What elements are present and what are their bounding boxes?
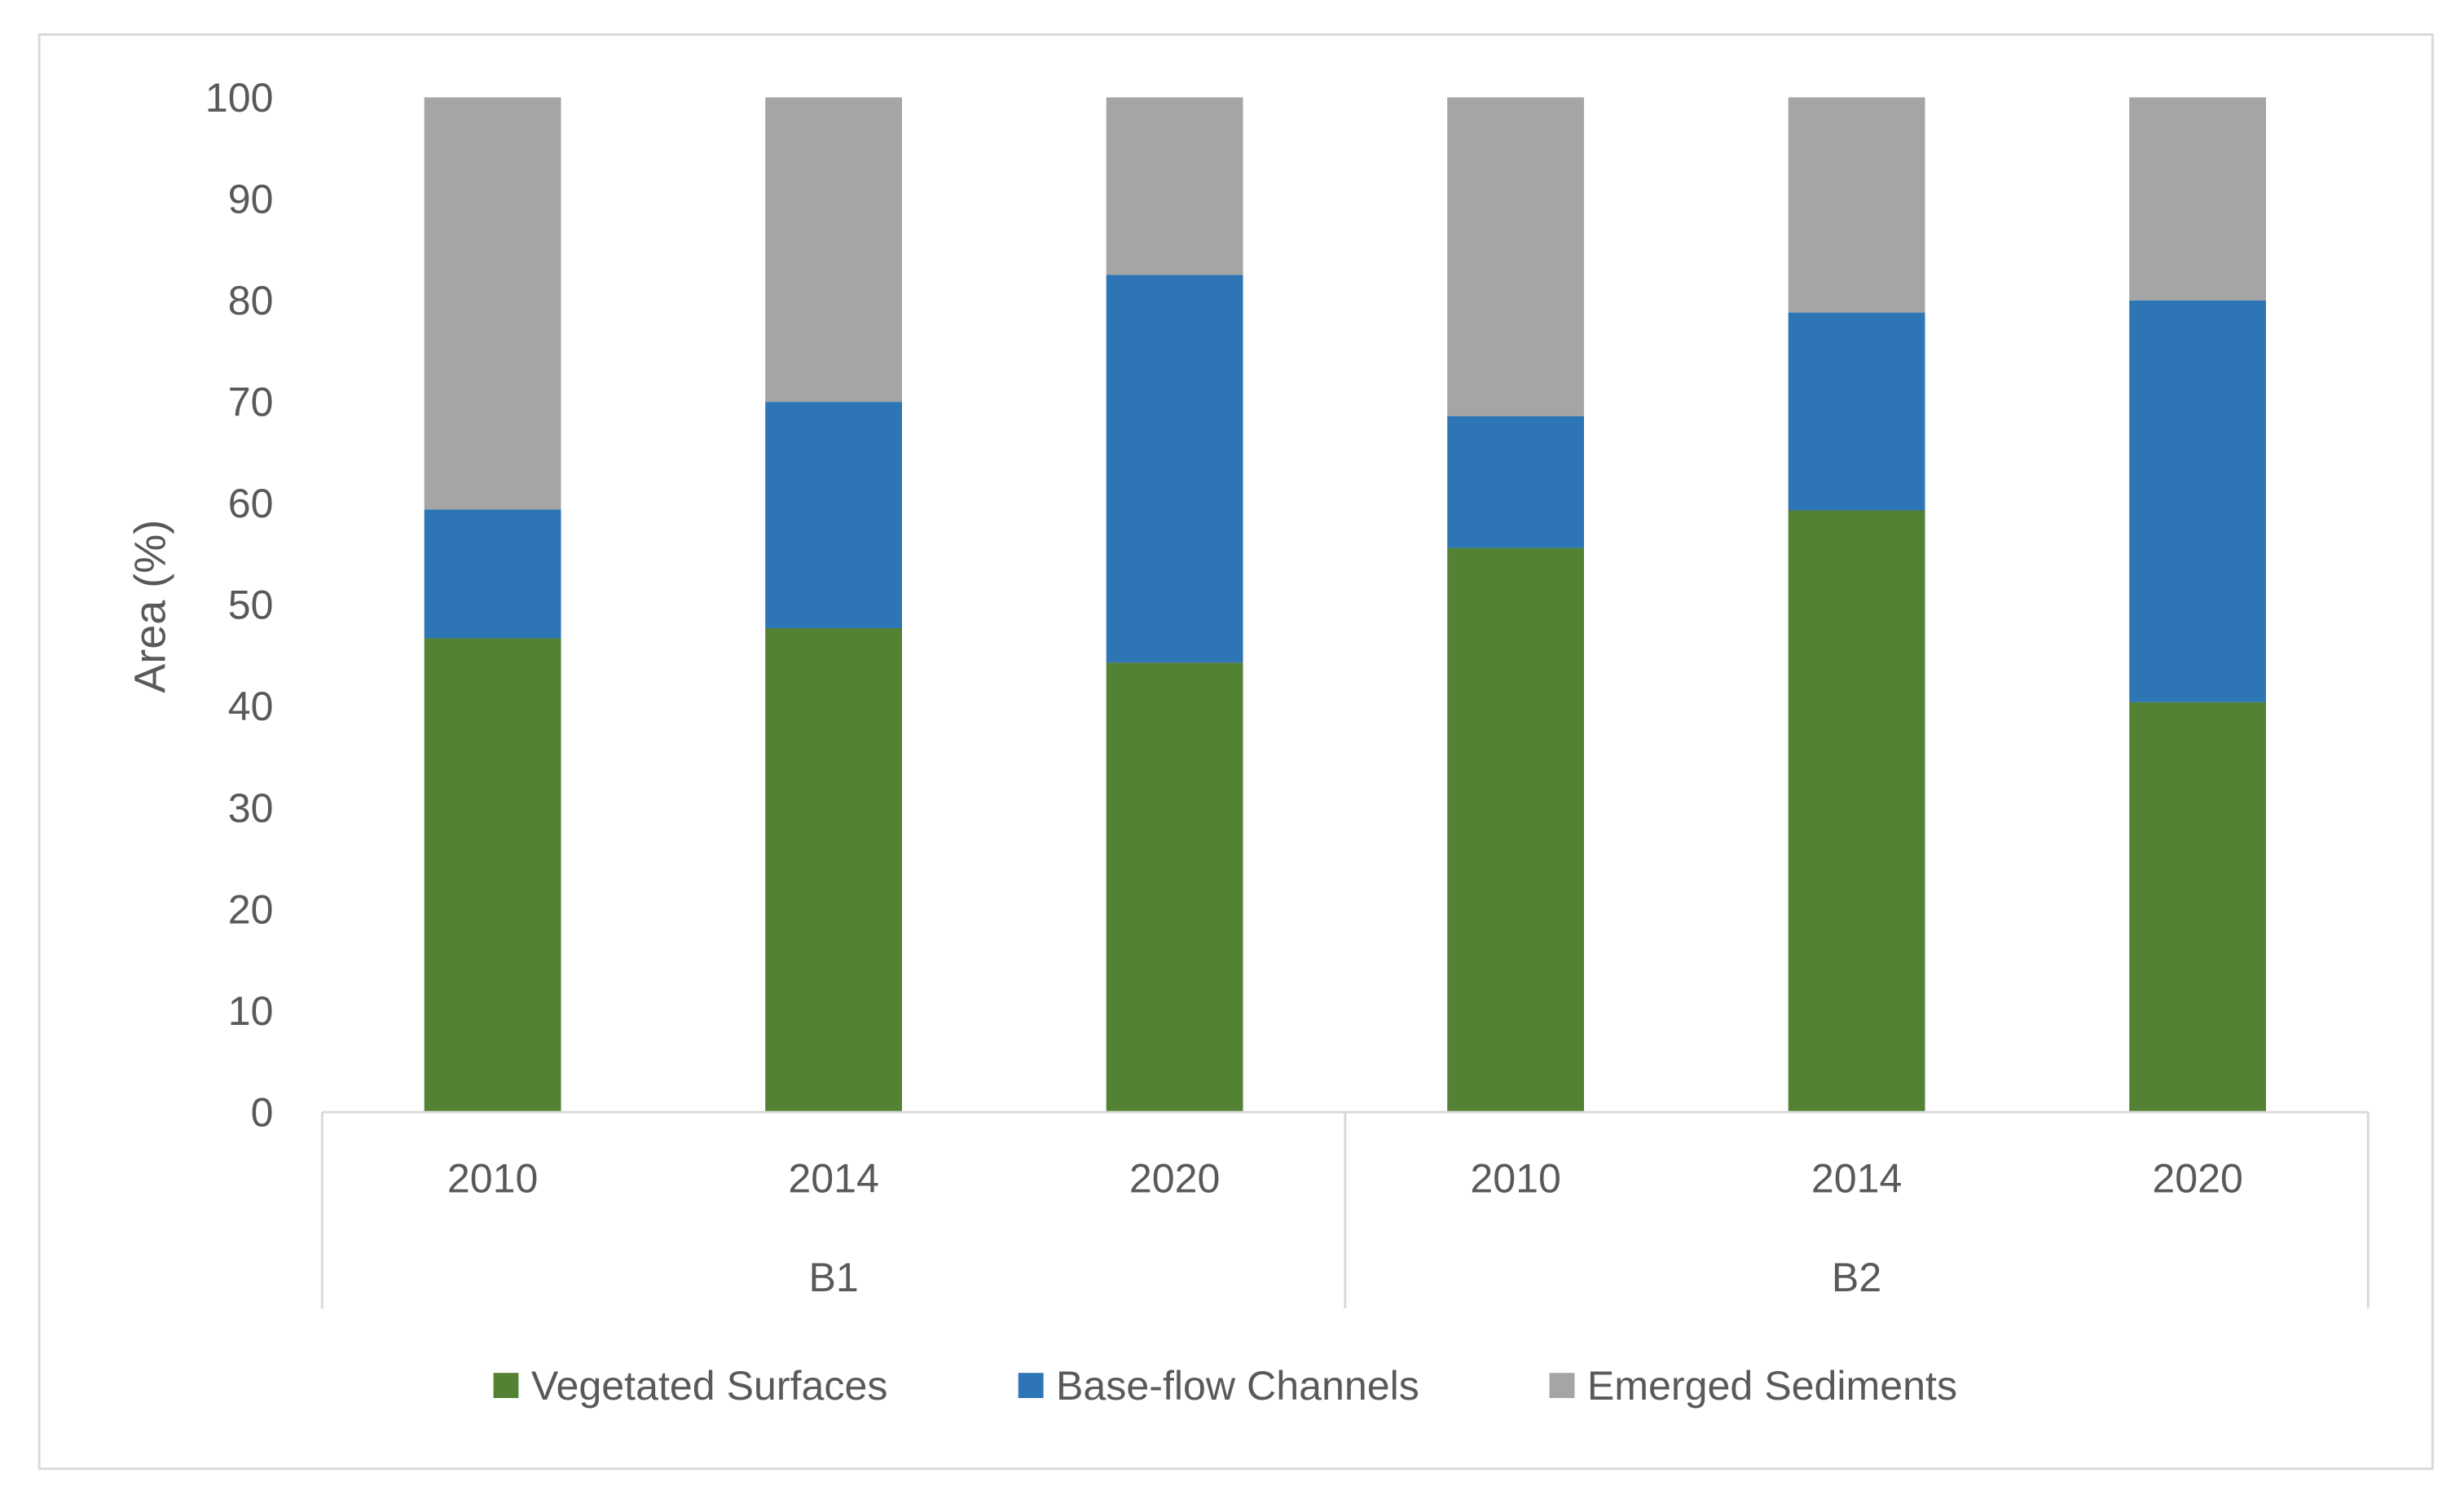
y-tick-label: 80	[228, 278, 274, 323]
legend-label: Vegetated Surfaces	[531, 1363, 888, 1409]
bar-segment-vegetated-surfaces	[1106, 662, 1243, 1113]
y-tick-label: 60	[228, 481, 274, 526]
legend-swatch	[493, 1373, 519, 1399]
group-label: B1	[808, 1255, 858, 1300]
bar-segment-emerged-sediments	[765, 97, 902, 402]
legend-swatch	[1549, 1373, 1575, 1399]
bar-segment-base-flow-channels	[2129, 300, 2266, 702]
bar-segment-base-flow-channels	[765, 402, 902, 628]
bar-segment-base-flow-channels	[1788, 312, 1925, 511]
y-tick-label: 100	[205, 75, 274, 121]
y-tick-label: 10	[228, 988, 274, 1034]
bar-segment-base-flow-channels	[1106, 275, 1243, 663]
group-label: B2	[1832, 1255, 1881, 1300]
bar-segment-vegetated-surfaces	[424, 638, 561, 1113]
bar-segment-emerged-sediments	[1788, 97, 1925, 313]
x-tick-label: 2010	[447, 1155, 539, 1201]
y-axis-label: Area (%)	[125, 520, 174, 693]
x-tick-label: 2010	[1470, 1155, 1561, 1201]
bar-segment-emerged-sediments	[1106, 97, 1243, 275]
bar-segment-vegetated-surfaces	[1447, 547, 1584, 1113]
x-tick-label: 2014	[788, 1155, 879, 1201]
x-tick-label: 2014	[1811, 1155, 1903, 1201]
y-tick-label: 20	[228, 886, 274, 932]
x-tick-label: 2020	[1129, 1155, 1221, 1201]
bar-segment-emerged-sediments	[2129, 97, 2266, 301]
y-tick-label: 50	[228, 583, 274, 628]
y-tick-label: 0	[251, 1089, 274, 1135]
x-tick-label: 2020	[2152, 1155, 2243, 1201]
y-tick-label: 30	[228, 785, 274, 831]
legend-swatch	[1018, 1373, 1044, 1399]
bar-segment-vegetated-surfaces	[1788, 510, 1925, 1113]
bar-segment-emerged-sediments	[424, 97, 561, 510]
bar-segment-vegetated-surfaces	[765, 627, 902, 1113]
bar-segment-base-flow-channels	[424, 509, 561, 639]
legend-label: Base-flow Channels	[1056, 1363, 1419, 1409]
legend-label: Emerged Sediments	[1587, 1363, 1957, 1409]
bar-segment-base-flow-channels	[1447, 415, 1584, 548]
y-tick-label: 90	[228, 176, 274, 222]
y-tick-label: 70	[228, 380, 274, 425]
y-tick-label: 40	[228, 684, 274, 729]
bar-segment-emerged-sediments	[1447, 97, 1584, 416]
bar-segment-vegetated-surfaces	[2129, 701, 2266, 1113]
